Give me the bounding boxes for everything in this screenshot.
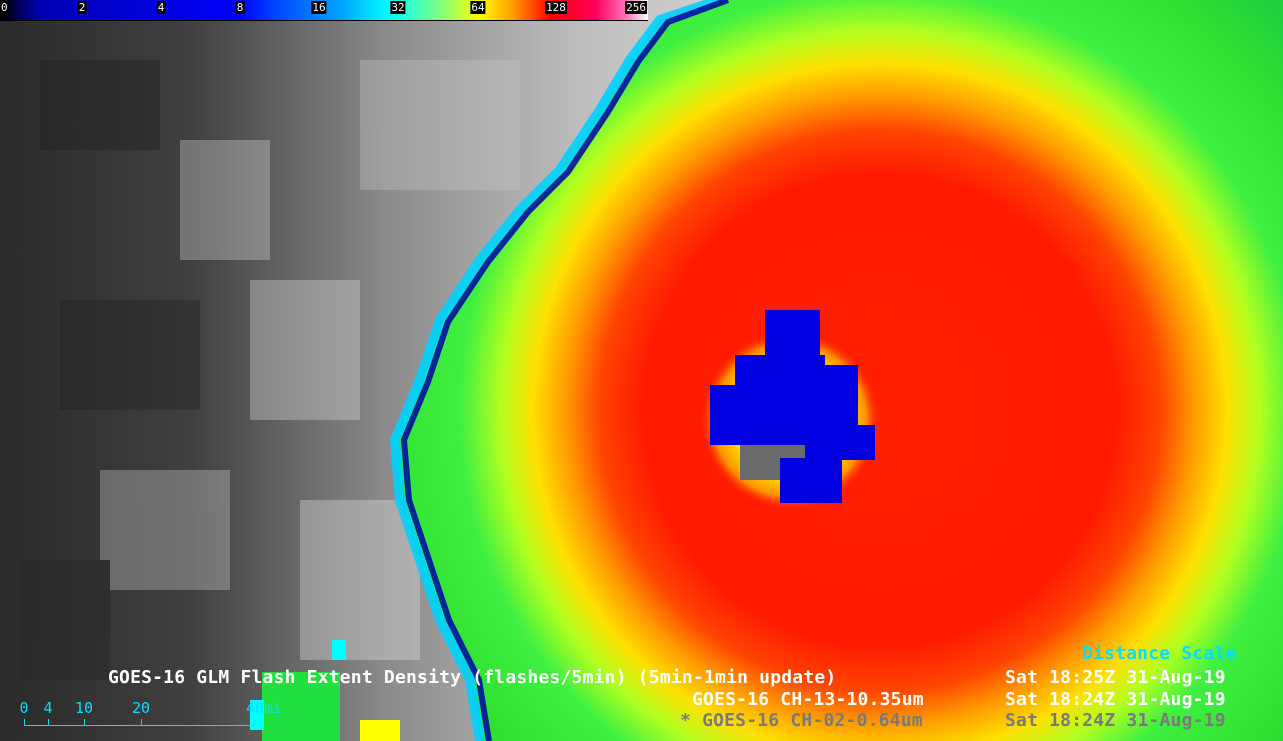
colorbar-tick: 64 <box>470 1 486 14</box>
visible-timestamp: Sat 18:24Z 31-Aug-19 <box>1005 710 1226 731</box>
glm-timestamp: Sat 18:25Z 31-Aug-19 <box>1005 667 1226 688</box>
glm-product-label: GOES-16 GLM Flash Extent Density (flashe… <box>108 667 837 688</box>
distance-scale-label: 0 <box>19 699 29 717</box>
ir-product-label: GOES-16 CH-13-10.35um <box>692 689 924 710</box>
distance-scale-tick <box>48 719 49 726</box>
colorbar-tick: 32 <box>390 1 406 14</box>
colorbar-tick: 128 <box>545 1 567 14</box>
colorbar-tick: 256 <box>625 1 647 14</box>
colorbar-tick: 4 <box>156 1 166 14</box>
color-scale-bar: 0 2 4 8 16 32 64 128 256 <box>0 0 648 21</box>
distance-scale-tick <box>24 719 25 726</box>
colorbar-tick: 8 <box>235 1 245 14</box>
distance-scale-label: 20 <box>131 699 151 717</box>
distance-scale-label: 40mi <box>245 699 283 717</box>
colorbar-tick: 16 <box>311 1 327 14</box>
colorbar-tick: 2 <box>77 1 87 14</box>
distance-scale-tick <box>141 719 142 726</box>
distance-scale-tick <box>84 719 85 726</box>
distance-scale-label: 10 <box>74 699 94 717</box>
ir-timestamp: Sat 18:24Z 31-Aug-19 <box>1005 689 1226 710</box>
small-convective-cell <box>250 640 400 741</box>
glm-flash-blocks <box>710 310 875 503</box>
distance-scale-label: 4 <box>43 699 53 717</box>
distance-scale-tick <box>254 719 255 726</box>
colorbar-tick: 0 <box>0 1 9 14</box>
cloud-edge-fringe <box>389 0 722 741</box>
visible-product-label: * GOES-16 CH-02-0.64um <box>680 710 923 731</box>
distance-scale-ruler: 0 4 10 20 40mi <box>14 700 314 730</box>
distance-scale-title: Distance Scale <box>1082 643 1237 664</box>
distance-scale-line <box>24 725 254 726</box>
cloud-texture <box>20 60 520 680</box>
